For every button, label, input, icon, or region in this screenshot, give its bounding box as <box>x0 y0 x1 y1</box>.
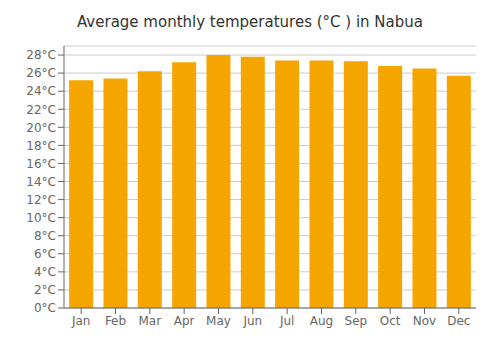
svg-text:Oct: Oct <box>380 314 401 328</box>
svg-text:Feb: Feb <box>105 314 126 328</box>
svg-text:22°C: 22°C <box>26 103 56 117</box>
svg-text:16°C: 16°C <box>26 157 56 171</box>
svg-text:18°C: 18°C <box>26 139 56 153</box>
svg-text:26°C: 26°C <box>26 66 56 80</box>
svg-text:10°C: 10°C <box>26 211 56 225</box>
svg-text:14°C: 14°C <box>26 175 56 189</box>
svg-text:Jul: Jul <box>279 314 294 328</box>
svg-text:Aug: Aug <box>310 314 333 328</box>
svg-text:Sep: Sep <box>345 314 368 328</box>
svg-text:Dec: Dec <box>447 314 470 328</box>
svg-text:8°C: 8°C <box>34 229 56 243</box>
svg-text:Mar: Mar <box>139 314 162 328</box>
svg-text:24°C: 24°C <box>26 84 56 98</box>
svg-text:May: May <box>206 314 231 328</box>
svg-text:Nov: Nov <box>413 314 436 328</box>
svg-text:0°C: 0°C <box>34 301 56 315</box>
svg-text:28°C: 28°C <box>26 48 56 62</box>
svg-text:6°C: 6°C <box>34 247 56 261</box>
html-text:Average monthly temperatures (: Average monthly temperatures (°C ) in Na… <box>77 13 423 31</box>
svg-text:Jan: Jan <box>71 314 91 328</box>
svg-text:Jun: Jun <box>242 314 262 328</box>
svg-text:20°C: 20°C <box>26 121 56 135</box>
svg-text:Apr: Apr <box>174 314 195 328</box>
svg-text:2°C: 2°C <box>34 283 56 297</box>
svg-text:4°C: 4°C <box>34 265 56 279</box>
svg-text:12°C: 12°C <box>26 193 56 207</box>
